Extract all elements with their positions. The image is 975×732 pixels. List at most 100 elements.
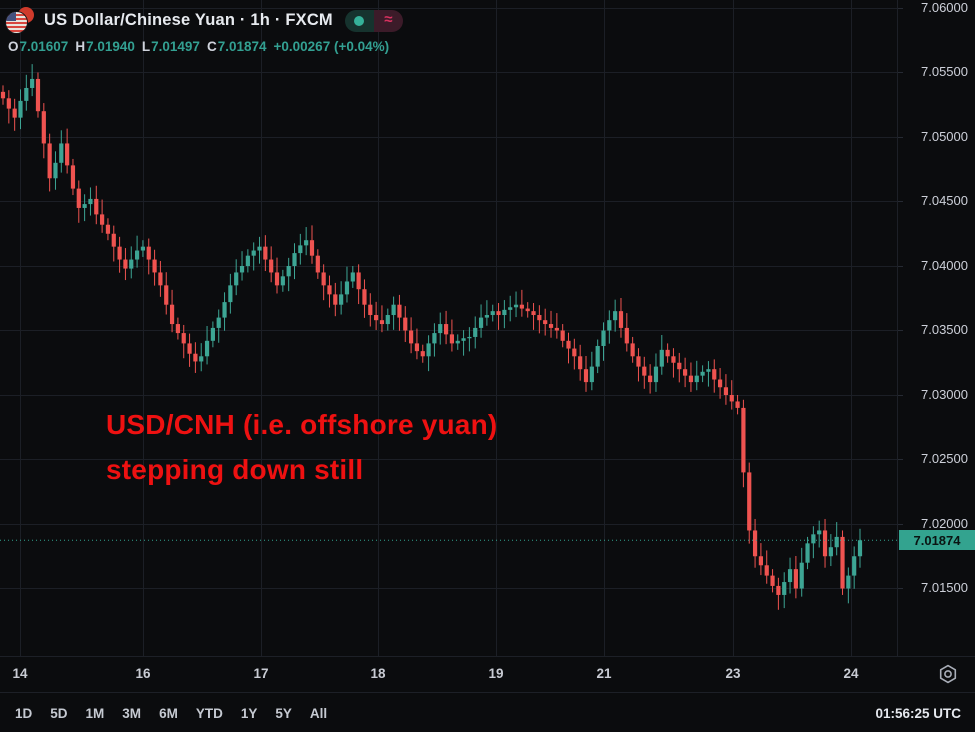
symbol-title[interactable]: US Dollar/Chinese Yuan · 1h · FXCM [44, 11, 333, 29]
candle-body [391, 304, 396, 316]
candle-body [193, 353, 198, 362]
close-value: 7.01874 [217, 39, 267, 54]
symbol-flag-icon [6, 6, 36, 35]
candle-body [747, 472, 752, 531]
delayed-data-segment: ≈ [373, 9, 403, 32]
candle-body [414, 343, 420, 352]
chart-annotation[interactable]: USD/CNH (i.e. offshore yuan) stepping do… [106, 402, 497, 492]
open-label: O [8, 39, 19, 54]
range-button-all[interactable]: All [309, 705, 328, 721]
time-axis-label: 19 [488, 666, 504, 681]
candle-body [368, 304, 373, 316]
candle-body [292, 253, 297, 266]
candle-body [502, 309, 507, 316]
time-axis-label: 18 [370, 666, 386, 681]
candle-body [251, 250, 256, 256]
chart-canvas[interactable] [0, 0, 897, 656]
range-button-3m[interactable]: 3M [122, 705, 142, 721]
candle-body [729, 395, 734, 402]
candle-body [636, 356, 641, 367]
candles [0, 64, 863, 610]
candle-body [543, 320, 548, 325]
time-axis[interactable]: 14 16 17 18 19 21 23 24 [0, 656, 975, 693]
candle-body [595, 345, 600, 367]
candle-body [426, 343, 431, 357]
chart-area: US Dollar/Chinese Yuan · 1h · FXCM ≈ O 7.… [0, 0, 897, 656]
close-label: C [206, 39, 217, 54]
candle-body [379, 320, 385, 325]
candle-body [24, 87, 29, 101]
range-button-1y[interactable]: 1Y [240, 705, 258, 721]
candle-body [677, 362, 682, 370]
range-button-6m[interactable]: 6M [159, 705, 178, 721]
high-label: H [75, 39, 86, 54]
candle-body [397, 304, 402, 318]
market-open-segment [344, 9, 374, 32]
candle-body [356, 272, 361, 290]
candle-body [59, 143, 64, 163]
candle-body [572, 348, 577, 357]
range-button-5y[interactable]: 5Y [275, 705, 292, 721]
candle-body [613, 311, 618, 321]
candle-body [199, 356, 204, 362]
candle-body [327, 285, 332, 295]
candle-body [210, 327, 215, 341]
candle-body [82, 204, 87, 208]
candle-body [152, 259, 157, 273]
settings-icon[interactable] [936, 662, 960, 686]
range-button-5d[interactable]: 5D [50, 705, 68, 721]
candle-body [76, 188, 81, 208]
price-tick [898, 395, 903, 396]
range-button-1m[interactable]: 1M [85, 705, 105, 721]
candle-body [630, 343, 635, 357]
time-axis-label: 16 [135, 666, 151, 681]
candle-body [105, 224, 111, 234]
range-button-ytd[interactable]: YTD [195, 705, 223, 721]
market-open-dot-icon [354, 15, 365, 26]
candle-body [671, 356, 676, 363]
clock-timezone-button[interactable]: 01:56:25 UTC [875, 705, 961, 721]
candle-body [496, 311, 501, 316]
current-price-badge: 7.01874 [899, 530, 975, 550]
candle-body [321, 272, 326, 286]
candle-body [123, 259, 128, 269]
price-axis[interactable]: 7.01874 7.06000 7.05500 7.05000 7.04500 7.04… [897, 0, 975, 656]
candle-body [712, 369, 717, 380]
candle-body [362, 289, 367, 305]
market-status-pill[interactable]: ≈ [344, 9, 403, 32]
candle-body [140, 246, 146, 251]
price-axis-label: 7.05000 [921, 129, 968, 144]
price-axis-label: 7.03500 [921, 322, 968, 337]
candle-body [700, 371, 705, 376]
candle-body [548, 324, 554, 328]
price-tick [898, 137, 903, 138]
candle-body [770, 575, 775, 586]
candle-body [187, 343, 192, 354]
candle-body [461, 338, 466, 341]
candle-body [852, 556, 857, 576]
price-axis-label: 7.04000 [921, 258, 968, 273]
candle-body [834, 536, 839, 548]
candle-body [274, 272, 280, 286]
candle-body [263, 246, 268, 260]
legend: US Dollar/Chinese Yuan · 1h · FXCM ≈ O 7.… [6, 6, 403, 54]
candle-body [764, 565, 769, 576]
range-button-1d[interactable]: 1D [15, 705, 33, 721]
date-range-buttons: 1D 5D 1M 3M 6M YTD 1Y 5Y All [0, 701, 334, 726]
candle-body [659, 349, 664, 367]
candle-body [350, 272, 355, 282]
candle-body [234, 272, 239, 286]
candle-body [817, 530, 822, 535]
candle-body [309, 240, 315, 256]
candle-body [333, 294, 338, 305]
candle-body [822, 530, 828, 557]
candle-body [653, 366, 659, 383]
candle-body [70, 165, 76, 189]
candle-body [175, 324, 180, 334]
candle-body [484, 315, 489, 318]
candle-body [508, 307, 513, 310]
time-axis-label: 17 [253, 666, 269, 681]
candle-body [0, 91, 6, 99]
low-value: 7.01497 [151, 39, 200, 54]
candle-body [134, 250, 140, 260]
